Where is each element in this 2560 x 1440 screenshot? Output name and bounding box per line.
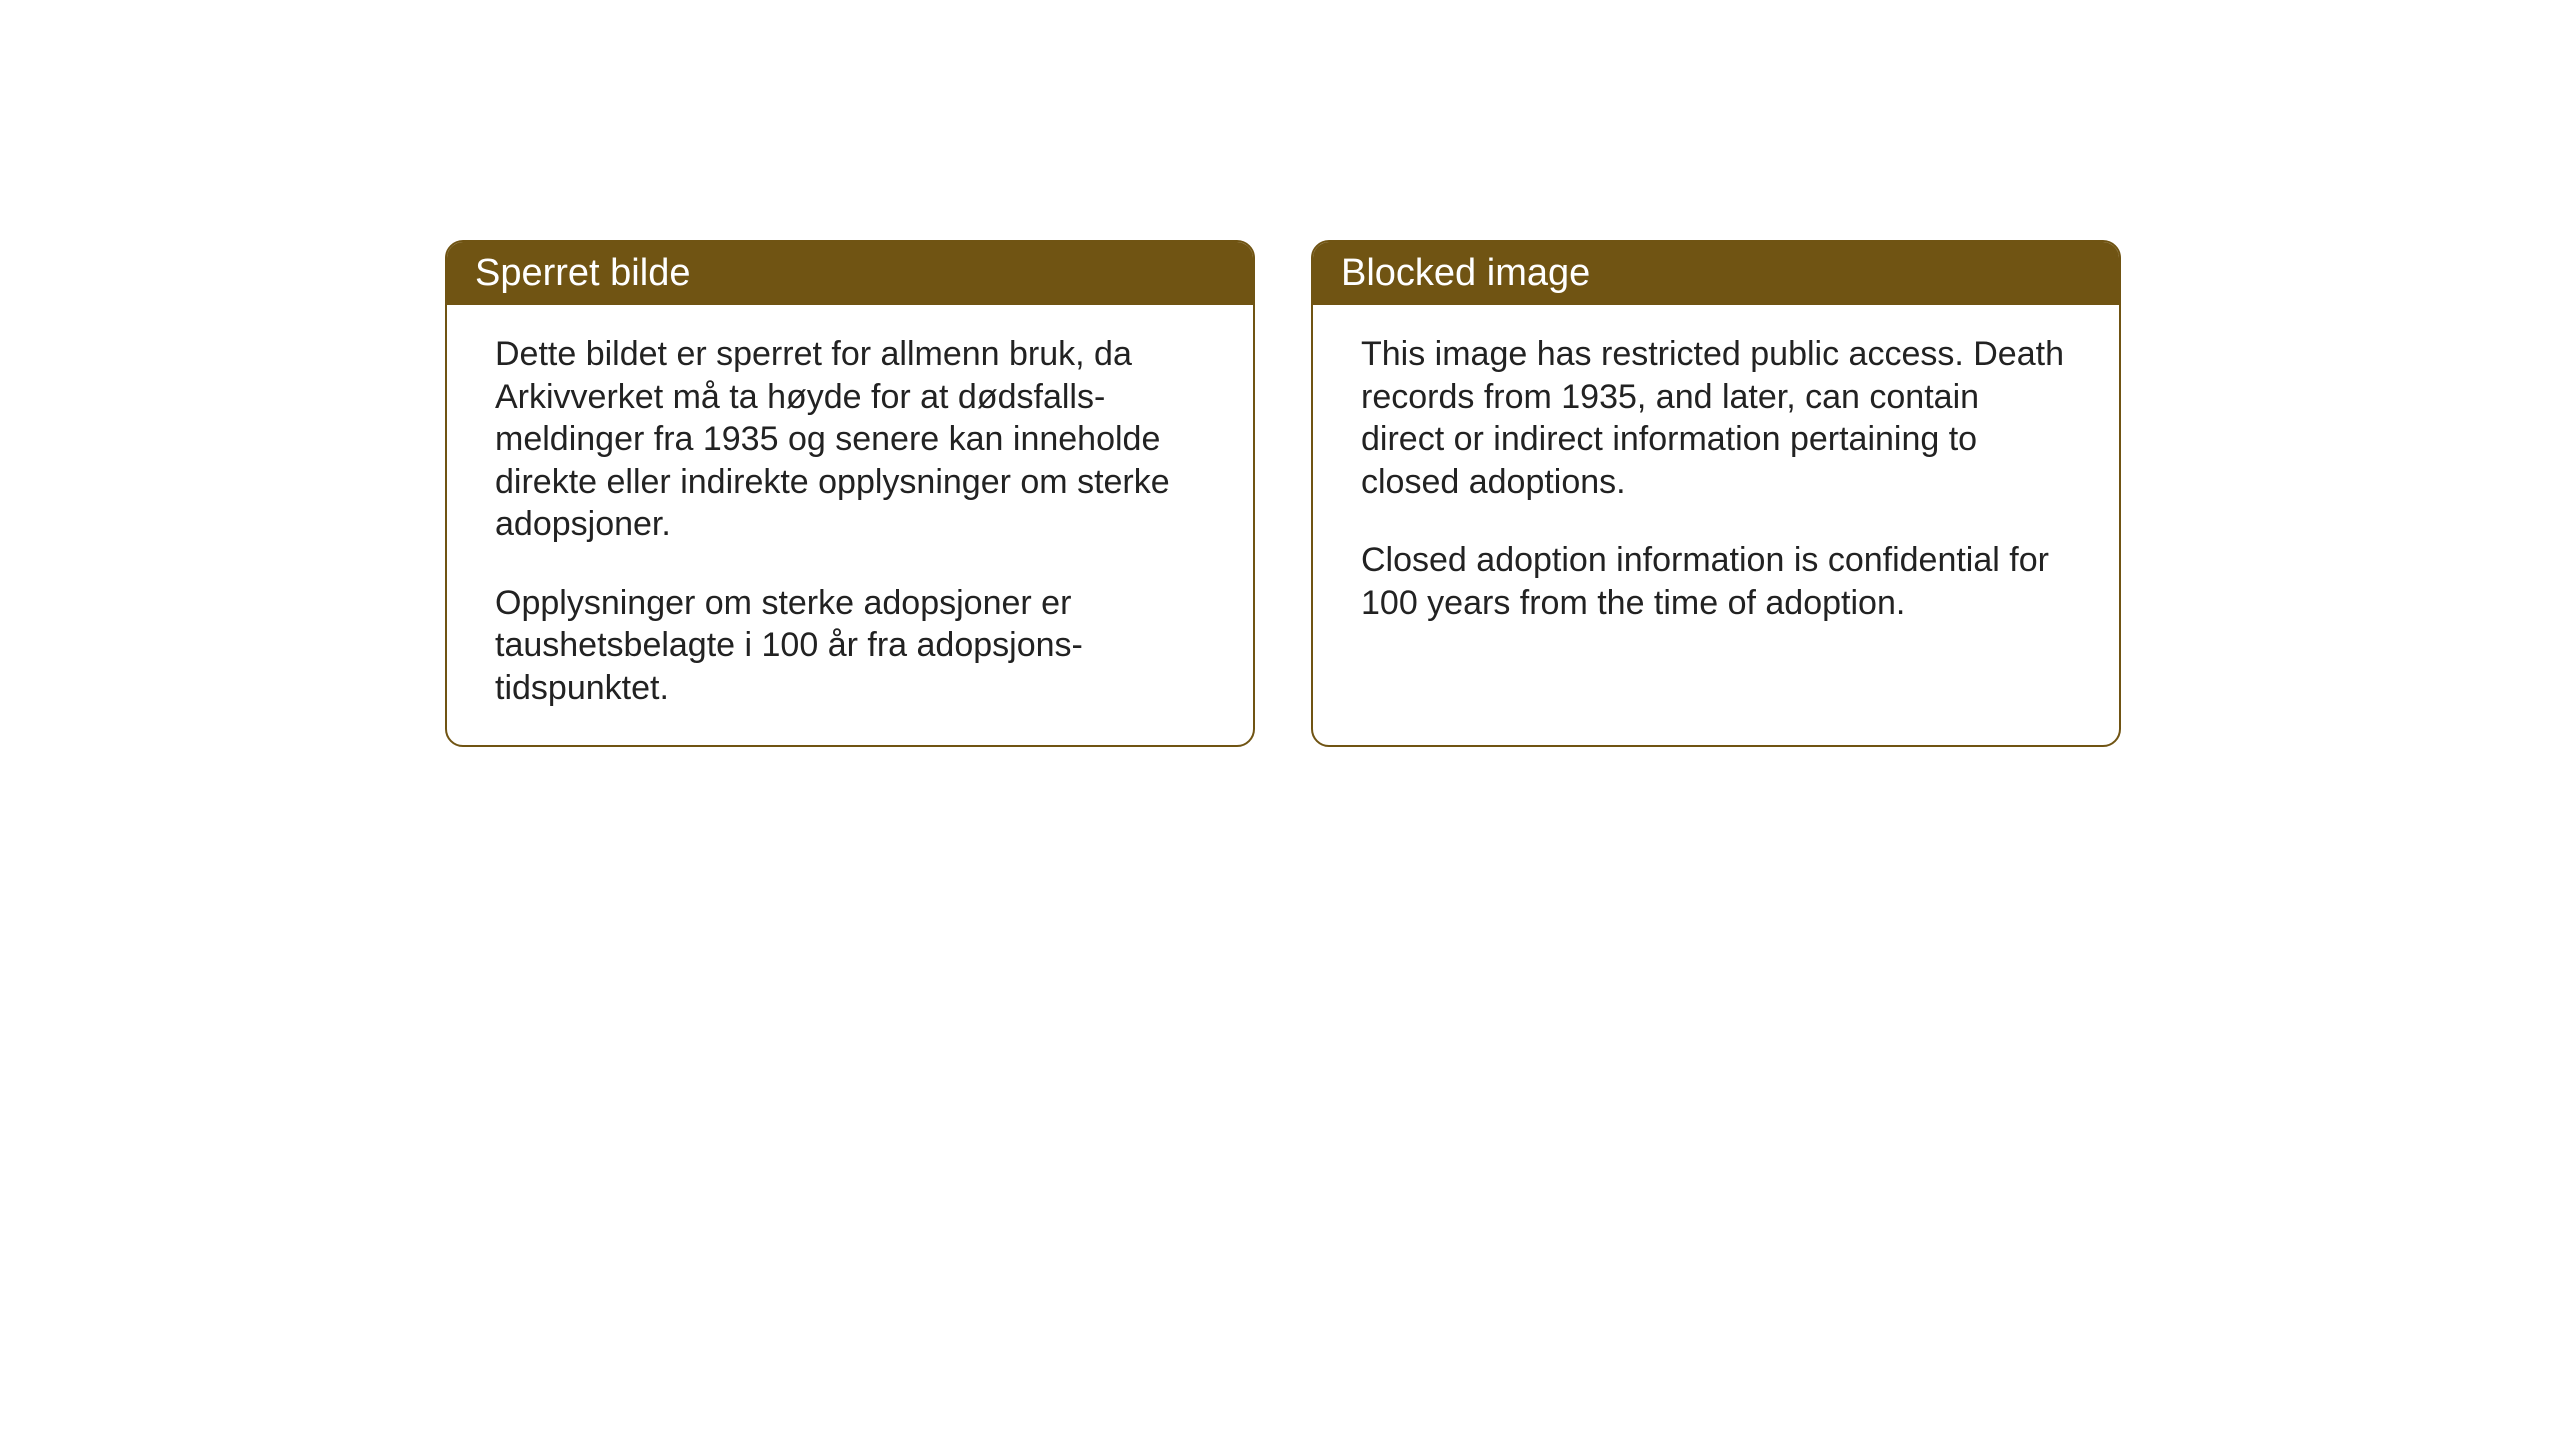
notice-card-english: Blocked image This image has restricted … <box>1311 240 2121 747</box>
card-body-english: This image has restricted public access.… <box>1313 305 2119 725</box>
card-paragraph: Opplysninger om sterke adopsjoner er tau… <box>495 582 1205 710</box>
notice-card-norwegian: Sperret bilde Dette bildet er sperret fo… <box>445 240 1255 747</box>
card-header-norwegian: Sperret bilde <box>447 242 1253 305</box>
card-paragraph: Closed adoption information is confident… <box>1361 539 2071 624</box>
card-header-english: Blocked image <box>1313 242 2119 305</box>
card-paragraph: Dette bildet er sperret for allmenn bruk… <box>495 333 1205 546</box>
notice-container: Sperret bilde Dette bildet er sperret fo… <box>445 240 2121 747</box>
card-body-norwegian: Dette bildet er sperret for allmenn bruk… <box>447 305 1253 745</box>
card-paragraph: This image has restricted public access.… <box>1361 333 2071 503</box>
